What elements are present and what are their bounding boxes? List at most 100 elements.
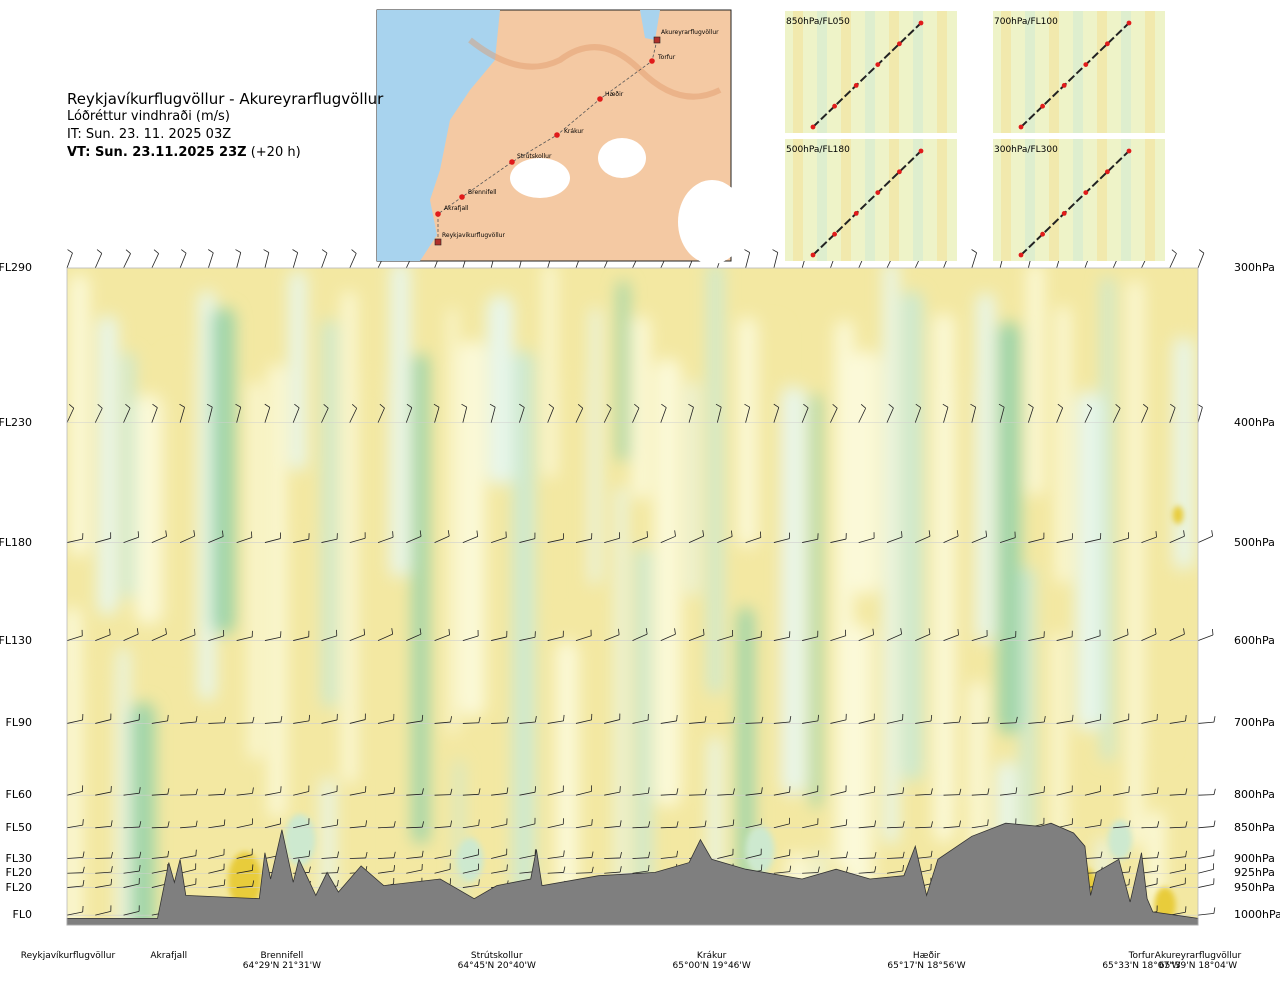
mini-map-waypoint bbox=[1018, 124, 1024, 130]
wind-barb bbox=[604, 713, 621, 724]
wind-barb bbox=[1197, 878, 1215, 888]
wind-barb bbox=[208, 819, 226, 829]
mini-map-band bbox=[1049, 139, 1059, 261]
wind-barb bbox=[604, 532, 621, 543]
mini-map-label: 300hPa/FL300 bbox=[994, 145, 1058, 155]
wind-barb bbox=[1197, 530, 1214, 543]
wind-barb bbox=[349, 249, 357, 269]
wind-barb bbox=[235, 249, 242, 269]
wind-barb bbox=[886, 821, 905, 829]
plot-frame bbox=[66, 267, 1199, 926]
wind-barb bbox=[66, 866, 85, 874]
wind-barb bbox=[180, 863, 197, 874]
wind-barb bbox=[406, 850, 424, 859]
hpa-label-10: 1000hPa bbox=[1234, 908, 1280, 922]
wind-barb bbox=[773, 532, 790, 543]
wind-barb bbox=[94, 249, 103, 269]
field-band bbox=[883, 268, 899, 845]
airport-marker bbox=[434, 238, 442, 246]
mini-map-band bbox=[889, 139, 899, 261]
mini-map-route bbox=[1020, 22, 1130, 128]
wind-barb bbox=[1084, 403, 1093, 423]
issue-time: IT: Sun. 23. 11. 2025 03Z bbox=[67, 127, 232, 142]
mini-map-waypoint bbox=[1105, 169, 1110, 175]
wind-barb bbox=[490, 531, 507, 543]
wind-barb bbox=[773, 849, 791, 859]
wind-barb bbox=[942, 403, 949, 423]
field-band bbox=[761, 322, 783, 909]
wind-barb bbox=[1112, 404, 1121, 423]
wind-barb bbox=[519, 716, 537, 724]
mini-map-route bbox=[812, 150, 922, 256]
mini-map-band bbox=[841, 11, 851, 133]
wind-barb bbox=[462, 629, 479, 641]
hpa-label-2: 500hPa bbox=[1234, 535, 1275, 549]
wind-barb bbox=[519, 631, 536, 641]
wind-barb bbox=[207, 249, 214, 269]
wind-barb bbox=[688, 530, 705, 543]
wind-barb bbox=[1169, 715, 1187, 724]
mini-map-band bbox=[937, 11, 947, 133]
wind-barb bbox=[208, 848, 225, 859]
location-name: Hæðir bbox=[912, 951, 941, 961]
mini-map-band bbox=[793, 139, 803, 261]
wind-barb bbox=[66, 906, 84, 916]
glacier bbox=[598, 138, 646, 178]
wind-barb bbox=[123, 787, 141, 796]
wind-barb bbox=[1113, 628, 1129, 641]
mini-map-waypoint bbox=[1083, 62, 1089, 67]
mini-map-waypoint bbox=[1126, 20, 1132, 26]
wind-barb bbox=[95, 878, 113, 888]
wind-barb bbox=[858, 786, 876, 796]
mini-map-waypoint bbox=[1061, 83, 1067, 88]
wind-barb bbox=[575, 533, 593, 543]
wind-barb bbox=[688, 628, 705, 641]
wind-barb bbox=[519, 786, 536, 796]
wind-barb bbox=[264, 403, 271, 423]
hpa-label-8: 925hPa bbox=[1234, 866, 1275, 880]
wind-barb bbox=[123, 877, 140, 888]
wind-barb bbox=[1197, 249, 1205, 269]
mini-map-band bbox=[1025, 139, 1035, 261]
wind-barb bbox=[604, 866, 622, 874]
fl-label-7: FL30 bbox=[5, 851, 32, 865]
wind-barb bbox=[1056, 630, 1073, 641]
wind-barb bbox=[717, 788, 735, 796]
wind-barb bbox=[858, 628, 874, 641]
wind-barb bbox=[802, 533, 819, 543]
wind-barb bbox=[830, 819, 848, 829]
wind-barb bbox=[858, 866, 877, 874]
wind-barb bbox=[519, 403, 525, 423]
wind-barb bbox=[349, 628, 366, 641]
wind-barb bbox=[321, 403, 329, 423]
wind-barb bbox=[1027, 403, 1034, 423]
wind-barb bbox=[632, 787, 650, 796]
wind-barb bbox=[1084, 713, 1102, 724]
wind-barb bbox=[1084, 819, 1102, 829]
location-name: Reykjavíkurflugvöllur bbox=[20, 951, 116, 961]
wind-barb bbox=[943, 820, 961, 829]
mini-map-band bbox=[1121, 139, 1131, 261]
wind-barb bbox=[1169, 863, 1187, 874]
wind-barb bbox=[123, 531, 140, 543]
wind-barb bbox=[206, 403, 213, 423]
fl-label-5: FL60 bbox=[5, 788, 32, 802]
wind-barb bbox=[547, 714, 565, 724]
wind-barb bbox=[66, 249, 73, 269]
hpa-label-7: 900hPa bbox=[1234, 851, 1275, 865]
field-band bbox=[342, 291, 356, 784]
wind-barb bbox=[293, 533, 310, 543]
wind-barb bbox=[689, 820, 707, 829]
wind-barb bbox=[208, 788, 226, 796]
wind-barb bbox=[1169, 821, 1188, 829]
mini-map-0: 850hPa/FL050 bbox=[785, 11, 957, 133]
wind-barb bbox=[914, 403, 922, 423]
chart-title-block: Reykjavíkurflugvöllur - Akureyrarflugvöl… bbox=[67, 90, 383, 162]
wind-barb bbox=[632, 851, 651, 859]
wind-barb bbox=[293, 818, 310, 829]
field-band bbox=[1056, 306, 1070, 584]
field-band bbox=[91, 674, 110, 925]
wind-barb bbox=[519, 817, 536, 829]
waypoint-marker bbox=[509, 159, 515, 165]
